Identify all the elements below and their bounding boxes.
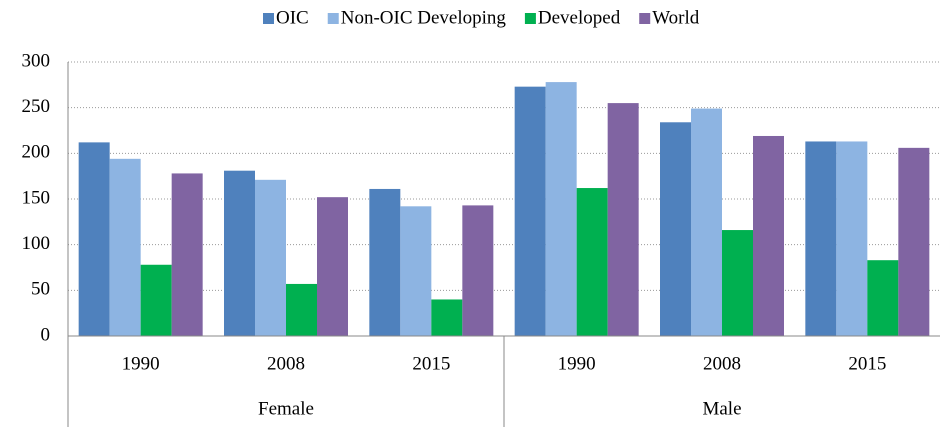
bar <box>545 82 577 337</box>
bar <box>78 142 110 336</box>
legend-swatch <box>327 13 339 24</box>
bar <box>255 179 286 336</box>
bar <box>805 141 837 336</box>
bar <box>753 135 784 336</box>
bar <box>400 206 432 336</box>
bar <box>691 108 722 336</box>
x-tick-label: 2008 <box>267 353 305 374</box>
x-tick-label: 2008 <box>703 353 741 374</box>
y-tick-label: 250 <box>22 96 51 117</box>
legend-label: Non-OIC Developing <box>341 7 507 28</box>
y-tick-label: 50 <box>31 279 50 300</box>
bar <box>660 122 691 336</box>
bar <box>369 188 401 336</box>
x-tick-label: 1990 <box>558 353 596 374</box>
legend-label: World <box>652 7 700 28</box>
x-tick-label: 2015 <box>848 353 886 374</box>
legend-swatch <box>639 13 651 24</box>
y-tick-label: 0 <box>41 324 51 345</box>
x-tick-label: 2015 <box>412 353 450 374</box>
bar <box>867 260 899 336</box>
bar <box>836 141 868 336</box>
y-tick-label: 100 <box>22 233 51 254</box>
bar <box>722 230 753 336</box>
bar <box>140 264 172 336</box>
y-tick-label: 200 <box>22 142 51 163</box>
bar <box>109 158 141 336</box>
group-label: Male <box>702 398 741 419</box>
legend-swatch <box>524 13 536 24</box>
bar <box>514 86 546 336</box>
legend-label: Developed <box>538 7 621 28</box>
bar <box>317 197 348 336</box>
bar <box>462 205 494 336</box>
y-tick-label: 300 <box>22 50 51 71</box>
legend-label: OIC <box>276 7 309 28</box>
y-tick-label: 150 <box>22 187 51 208</box>
bar <box>898 147 930 336</box>
bar <box>431 299 463 336</box>
bar <box>224 170 255 336</box>
legend-swatch <box>263 13 274 24</box>
bar <box>607 103 639 336</box>
x-tick-label: 1990 <box>122 353 160 374</box>
group-label: Female <box>258 398 314 419</box>
bar <box>171 173 203 336</box>
bar <box>576 188 608 336</box>
bar <box>286 283 317 336</box>
